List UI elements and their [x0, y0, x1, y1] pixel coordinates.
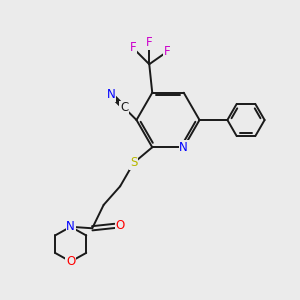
Text: O: O — [116, 219, 125, 232]
Text: O: O — [66, 255, 75, 268]
Text: F: F — [129, 41, 136, 54]
Text: F: F — [146, 36, 153, 49]
Text: S: S — [130, 156, 137, 170]
Text: N: N — [107, 88, 116, 101]
Text: N: N — [66, 220, 75, 233]
Text: C: C — [120, 101, 128, 114]
Text: F: F — [164, 45, 171, 58]
Text: N: N — [179, 141, 188, 154]
